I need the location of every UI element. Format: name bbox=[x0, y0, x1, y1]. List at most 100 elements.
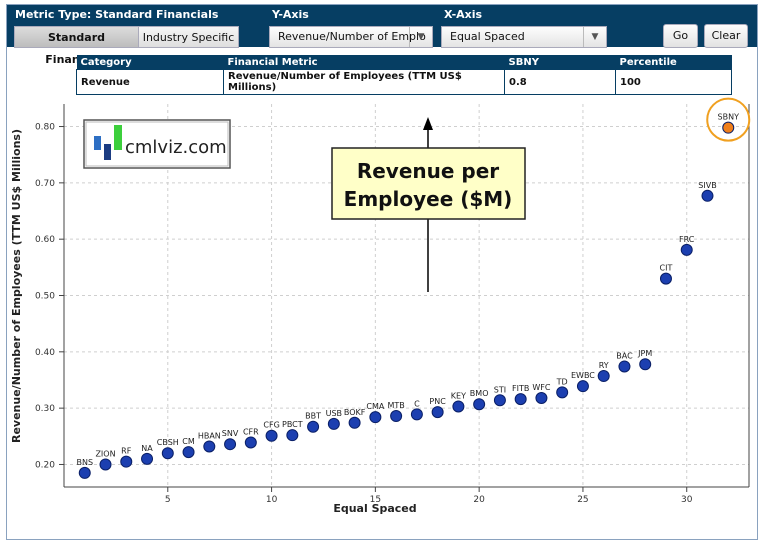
point-label: SIVB bbox=[698, 181, 716, 190]
chevron-down-icon: ▼ bbox=[583, 27, 606, 47]
highlight-ring bbox=[706, 97, 751, 142]
data-point bbox=[618, 360, 631, 373]
x-axis-select[interactable]: Equal Spaced ▼ bbox=[441, 26, 607, 48]
y-tick-label: 0.60 bbox=[35, 235, 55, 245]
info-header-cell: Percentile bbox=[615, 55, 732, 70]
point-label: CBSH bbox=[157, 438, 179, 447]
info-cell-metric: Revenue/Number of Employees (TTM US$ Mil… bbox=[223, 69, 505, 95]
point-label: BBT bbox=[305, 412, 321, 421]
chevron-down-icon: ▼ bbox=[409, 27, 432, 47]
data-point bbox=[327, 417, 340, 430]
x-tick-label: 10 bbox=[266, 495, 278, 505]
data-point bbox=[556, 386, 569, 399]
y-tick-label: 0.80 bbox=[35, 123, 55, 133]
y-tick-label: 0.70 bbox=[35, 179, 55, 189]
y-axis-select-value: Revenue/Number of Emplo bbox=[278, 30, 426, 43]
x-tick-label: 5 bbox=[165, 495, 171, 505]
data-point bbox=[182, 446, 195, 459]
y-axis-select[interactable]: Revenue/Number of Emplo ▼ bbox=[269, 26, 433, 48]
point-label: TD bbox=[556, 377, 568, 386]
info-cell-value: 0.8 bbox=[504, 69, 616, 95]
data-point bbox=[390, 410, 403, 423]
point-label: FITB bbox=[512, 384, 529, 393]
point-label: EWBC bbox=[571, 371, 595, 380]
point-label: FRC bbox=[679, 235, 695, 244]
x-tick-label: 20 bbox=[473, 495, 485, 505]
arrow-up-icon bbox=[423, 117, 433, 130]
data-point bbox=[307, 420, 320, 433]
data-point bbox=[99, 458, 112, 471]
data-point bbox=[224, 438, 237, 451]
data-point bbox=[369, 411, 382, 424]
point-label: BOKF bbox=[344, 408, 366, 417]
data-point bbox=[659, 272, 672, 285]
info-cell-category: Revenue bbox=[76, 69, 224, 95]
clear-button[interactable]: Clear bbox=[704, 24, 748, 48]
data-point bbox=[431, 406, 444, 419]
data-point bbox=[639, 358, 652, 371]
y-tick-label: 0.50 bbox=[35, 292, 55, 302]
point-label: SNV bbox=[222, 429, 239, 438]
data-point bbox=[120, 455, 133, 468]
point-label: PNC bbox=[429, 397, 446, 406]
y-axis-label: Y-Axis bbox=[272, 8, 309, 21]
point-label: RY bbox=[599, 361, 609, 370]
point-label: CFG bbox=[263, 421, 279, 430]
data-point bbox=[265, 429, 278, 442]
point-label: BAC bbox=[616, 351, 633, 360]
data-point bbox=[493, 394, 506, 407]
point-label: STI bbox=[494, 385, 506, 394]
point-label: PBCT bbox=[282, 420, 303, 429]
point-label: C bbox=[414, 399, 420, 408]
point-label: BNS bbox=[76, 458, 93, 467]
point-label: CM bbox=[182, 437, 195, 446]
x-axis-title: Equal Spaced bbox=[333, 502, 416, 515]
go-button[interactable]: Go bbox=[663, 24, 698, 48]
data-point bbox=[244, 436, 257, 449]
info-header-cell: Category bbox=[76, 55, 224, 70]
point-label: BMO bbox=[470, 389, 489, 398]
info-data-row: Revenue Revenue/Number of Employees (TTM… bbox=[76, 69, 732, 95]
data-point bbox=[78, 466, 91, 479]
data-point bbox=[680, 243, 693, 256]
data-point bbox=[576, 380, 589, 393]
data-point bbox=[161, 447, 174, 460]
data-point bbox=[203, 440, 216, 453]
logo-text: cmlviz.com bbox=[125, 137, 227, 158]
callout-line-2: Employee ($M) bbox=[344, 187, 513, 211]
x-tick-label: 30 bbox=[681, 495, 693, 505]
data-point bbox=[535, 392, 548, 405]
data-point bbox=[722, 121, 735, 134]
x-tick-label: 15 bbox=[370, 495, 381, 505]
point-label: ZION bbox=[95, 449, 115, 458]
info-header-cell: Financial Metric bbox=[223, 55, 505, 70]
cmlviz-logo: cmlviz.com bbox=[83, 119, 231, 169]
point-label: CMA bbox=[366, 402, 384, 411]
data-point bbox=[141, 452, 154, 465]
point-label: HBAN bbox=[198, 431, 221, 440]
x-axis-label: X-Axis bbox=[444, 8, 483, 21]
callout: Revenue per Employee ($M) bbox=[331, 117, 526, 292]
info-cell-percentile: 100 bbox=[615, 69, 732, 95]
point-label: USB bbox=[326, 409, 342, 418]
point-label: CIT bbox=[660, 264, 673, 273]
info-header-row: Category Financial Metric SBNY Percentil… bbox=[76, 55, 732, 70]
data-point bbox=[452, 400, 465, 413]
point-label: CFR bbox=[243, 428, 259, 437]
point-label: NA bbox=[141, 444, 153, 453]
y-tick-label: 0.30 bbox=[35, 404, 55, 414]
x-tick-label: 25 bbox=[577, 495, 588, 505]
data-point bbox=[286, 429, 299, 442]
metric-type-label: Metric Type: Standard Financials bbox=[15, 8, 219, 21]
tab-industry-specific[interactable]: Industry Specific bbox=[138, 26, 239, 48]
data-point bbox=[514, 393, 527, 406]
y-axis-title: Revenue/Number of Employees (TTM US$ Mil… bbox=[10, 129, 23, 443]
data-point bbox=[410, 408, 423, 421]
data-point bbox=[701, 189, 714, 202]
y-tick-label: 0.40 bbox=[35, 348, 55, 358]
info-header-cell: SBNY bbox=[504, 55, 616, 70]
point-label: JPM bbox=[637, 349, 652, 358]
control-bar: Metric Type: Standard Financials Standar… bbox=[7, 5, 757, 66]
point-label: KEY bbox=[451, 391, 466, 400]
